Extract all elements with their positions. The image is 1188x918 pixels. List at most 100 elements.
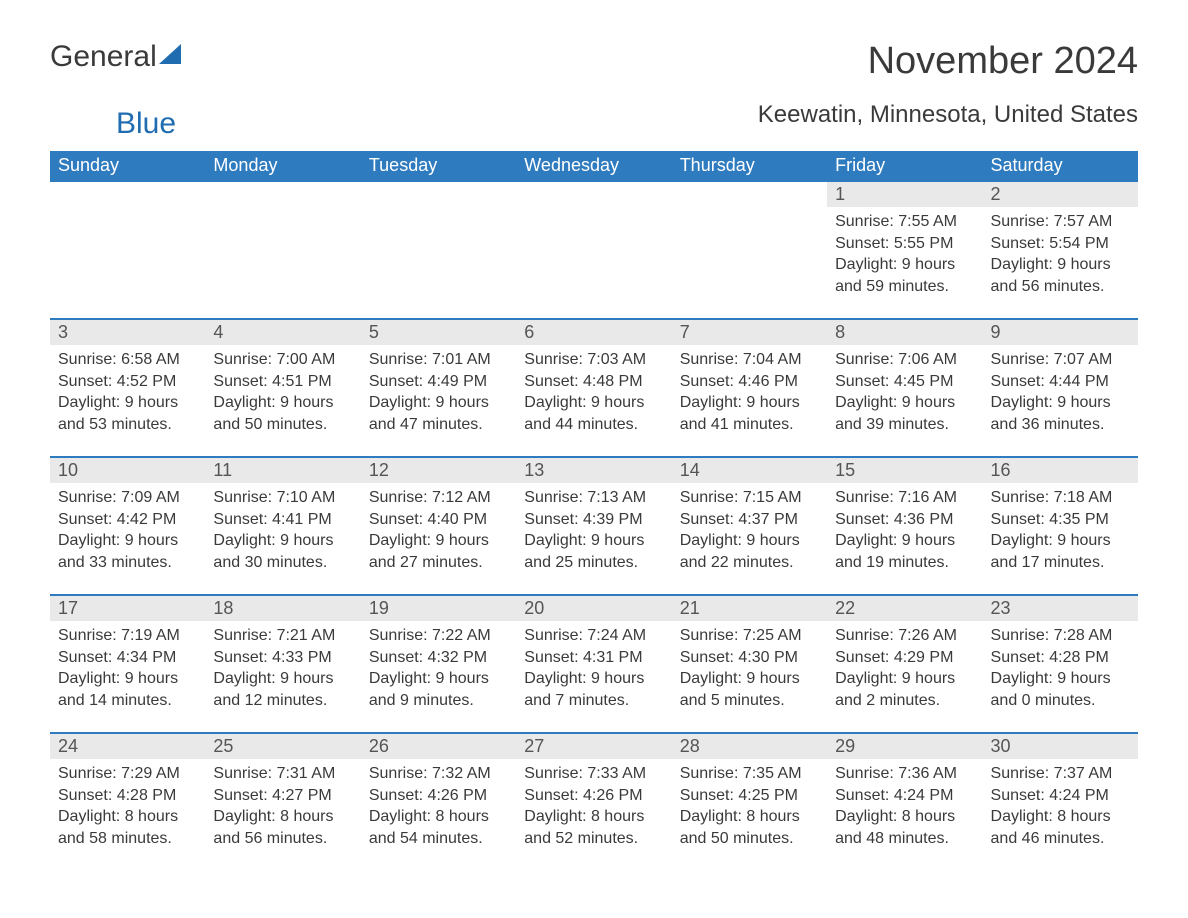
day-details: Sunrise: 7:35 AMSunset: 4:25 PMDaylight:… [672, 759, 827, 857]
daylight-line-1: Daylight: 8 hours [213, 806, 352, 828]
day-cell: 16Sunrise: 7:18 AMSunset: 4:35 PMDayligh… [983, 457, 1138, 595]
sunset-line: Sunset: 4:39 PM [524, 509, 663, 531]
daylight-line-2: and 47 minutes. [369, 414, 508, 436]
sunset-line: Sunset: 4:49 PM [369, 371, 508, 393]
day-cell: 24Sunrise: 7:29 AMSunset: 4:28 PMDayligh… [50, 733, 205, 871]
sunrise-line: Sunrise: 7:16 AM [835, 487, 974, 509]
daylight-line-1: Daylight: 9 hours [835, 668, 974, 690]
day-cell: 26Sunrise: 7:32 AMSunset: 4:26 PMDayligh… [361, 733, 516, 871]
day-details: Sunrise: 7:37 AMSunset: 4:24 PMDaylight:… [983, 759, 1138, 857]
empty-cell [205, 181, 360, 319]
daylight-line-1: Daylight: 9 hours [835, 530, 974, 552]
day-number: 30 [983, 734, 1138, 759]
day-cell: 8Sunrise: 7:06 AMSunset: 4:45 PMDaylight… [827, 319, 982, 457]
sunrise-line: Sunrise: 7:00 AM [213, 349, 352, 371]
weekday-header: Monday [205, 151, 360, 181]
day-details: Sunrise: 7:00 AMSunset: 4:51 PMDaylight:… [205, 345, 360, 443]
day-number: 24 [50, 734, 205, 759]
calendar-page: General November 2024 Keewatin, Minnesot… [0, 0, 1188, 901]
sunset-line: Sunset: 4:29 PM [835, 647, 974, 669]
sunrise-line: Sunrise: 7:35 AM [680, 763, 819, 785]
daylight-line-2: and 39 minutes. [835, 414, 974, 436]
day-number: 4 [205, 320, 360, 345]
sunset-line: Sunset: 4:24 PM [991, 785, 1130, 807]
daylight-line-2: and 9 minutes. [369, 690, 508, 712]
daylight-line-1: Daylight: 9 hours [213, 392, 352, 414]
sunset-line: Sunset: 4:36 PM [835, 509, 974, 531]
daylight-line-2: and 14 minutes. [58, 690, 197, 712]
day-details: Sunrise: 7:28 AMSunset: 4:28 PMDaylight:… [983, 621, 1138, 719]
day-cell: 9Sunrise: 7:07 AMSunset: 4:44 PMDaylight… [983, 319, 1138, 457]
day-number: 20 [516, 596, 671, 621]
daylight-line-1: Daylight: 9 hours [991, 254, 1130, 276]
day-details: Sunrise: 7:07 AMSunset: 4:44 PMDaylight:… [983, 345, 1138, 443]
sunrise-line: Sunrise: 7:15 AM [680, 487, 819, 509]
day-details: Sunrise: 7:29 AMSunset: 4:28 PMDaylight:… [50, 759, 205, 857]
day-details: Sunrise: 7:16 AMSunset: 4:36 PMDaylight:… [827, 483, 982, 581]
day-details: Sunrise: 7:32 AMSunset: 4:26 PMDaylight:… [361, 759, 516, 857]
sunset-line: Sunset: 4:28 PM [991, 647, 1130, 669]
weekday-header: Sunday [50, 151, 205, 181]
day-cell: 2Sunrise: 7:57 AMSunset: 5:54 PMDaylight… [983, 181, 1138, 319]
sunset-line: Sunset: 4:41 PM [213, 509, 352, 531]
calendar-table: SundayMondayTuesdayWednesdayThursdayFrid… [50, 151, 1138, 871]
day-details: Sunrise: 7:36 AMSunset: 4:24 PMDaylight:… [827, 759, 982, 857]
empty-cell [50, 181, 205, 319]
daylight-line-1: Daylight: 9 hours [213, 668, 352, 690]
daylight-line-2: and 30 minutes. [213, 552, 352, 574]
day-number: 8 [827, 320, 982, 345]
day-details: Sunrise: 7:15 AMSunset: 4:37 PMDaylight:… [672, 483, 827, 581]
day-number: 26 [361, 734, 516, 759]
day-number: 5 [361, 320, 516, 345]
sunset-line: Sunset: 4:35 PM [991, 509, 1130, 531]
day-details: Sunrise: 7:18 AMSunset: 4:35 PMDaylight:… [983, 483, 1138, 581]
daylight-line-2: and 2 minutes. [835, 690, 974, 712]
day-number: 11 [205, 458, 360, 483]
day-cell: 1Sunrise: 7:55 AMSunset: 5:55 PMDaylight… [827, 181, 982, 319]
day-number: 10 [50, 458, 205, 483]
day-cell: 6Sunrise: 7:03 AMSunset: 4:48 PMDaylight… [516, 319, 671, 457]
day-number: 3 [50, 320, 205, 345]
weekday-header: Friday [827, 151, 982, 181]
day-details: Sunrise: 7:25 AMSunset: 4:30 PMDaylight:… [672, 621, 827, 719]
sunset-line: Sunset: 4:24 PM [835, 785, 974, 807]
daylight-line-1: Daylight: 9 hours [369, 530, 508, 552]
daylight-line-2: and 7 minutes. [524, 690, 663, 712]
day-cell: 14Sunrise: 7:15 AMSunset: 4:37 PMDayligh… [672, 457, 827, 595]
daylight-line-2: and 53 minutes. [58, 414, 197, 436]
day-number: 7 [672, 320, 827, 345]
day-number: 28 [672, 734, 827, 759]
brand-logo: General [50, 40, 191, 74]
day-number: 17 [50, 596, 205, 621]
day-cell: 21Sunrise: 7:25 AMSunset: 4:30 PMDayligh… [672, 595, 827, 733]
sunrise-line: Sunrise: 7:01 AM [369, 349, 508, 371]
weekday-header: Tuesday [361, 151, 516, 181]
sunset-line: Sunset: 4:30 PM [680, 647, 819, 669]
sunrise-line: Sunrise: 7:33 AM [524, 763, 663, 785]
sunrise-line: Sunrise: 7:36 AM [835, 763, 974, 785]
calendar-head: SundayMondayTuesdayWednesdayThursdayFrid… [50, 151, 1138, 181]
daylight-line-2: and 5 minutes. [680, 690, 819, 712]
daylight-line-2: and 12 minutes. [213, 690, 352, 712]
daylight-line-2: and 44 minutes. [524, 414, 663, 436]
day-details: Sunrise: 7:33 AMSunset: 4:26 PMDaylight:… [516, 759, 671, 857]
day-number: 18 [205, 596, 360, 621]
daylight-line-1: Daylight: 9 hours [991, 392, 1130, 414]
sunrise-line: Sunrise: 7:37 AM [991, 763, 1130, 785]
day-cell: 30Sunrise: 7:37 AMSunset: 4:24 PMDayligh… [983, 733, 1138, 871]
day-cell: 23Sunrise: 7:28 AMSunset: 4:28 PMDayligh… [983, 595, 1138, 733]
week-row: 17Sunrise: 7:19 AMSunset: 4:34 PMDayligh… [50, 595, 1138, 733]
daylight-line-1: Daylight: 9 hours [524, 392, 663, 414]
sunrise-line: Sunrise: 7:06 AM [835, 349, 974, 371]
sunrise-line: Sunrise: 7:24 AM [524, 625, 663, 647]
day-details: Sunrise: 7:04 AMSunset: 4:46 PMDaylight:… [672, 345, 827, 443]
sunrise-line: Sunrise: 7:19 AM [58, 625, 197, 647]
week-row: 24Sunrise: 7:29 AMSunset: 4:28 PMDayligh… [50, 733, 1138, 871]
daylight-line-1: Daylight: 9 hours [369, 668, 508, 690]
day-details: Sunrise: 7:12 AMSunset: 4:40 PMDaylight:… [361, 483, 516, 581]
sunrise-line: Sunrise: 7:31 AM [213, 763, 352, 785]
sunrise-line: Sunrise: 7:21 AM [213, 625, 352, 647]
day-details: Sunrise: 6:58 AMSunset: 4:52 PMDaylight:… [50, 345, 205, 443]
week-row: 1Sunrise: 7:55 AMSunset: 5:55 PMDaylight… [50, 181, 1138, 319]
day-details: Sunrise: 7:55 AMSunset: 5:55 PMDaylight:… [827, 207, 982, 305]
